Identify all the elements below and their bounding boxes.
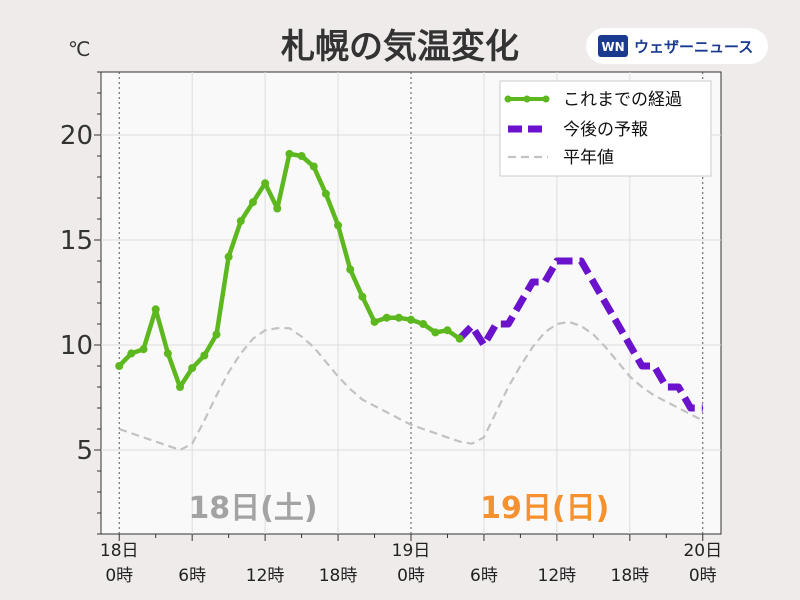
observed-point (285, 149, 294, 158)
legend-label-forecast: 今後の予報 (563, 120, 648, 140)
chart-title: 札幌の気温変化 (281, 27, 519, 67)
x-tick-label: 6時 (178, 566, 206, 586)
observed-point (188, 364, 197, 373)
legend-item-forecast: 今後の予報 (508, 120, 648, 140)
brand-logo-badge (586, 28, 768, 64)
observed-point (358, 292, 367, 301)
brand-name: ウェザーニュース (634, 38, 753, 56)
x-tick-label: 18時 (611, 566, 650, 586)
x-tick-label: 12時 (246, 566, 285, 586)
observed-point (382, 313, 391, 322)
observed-point (115, 362, 124, 370)
observed-point (200, 351, 209, 360)
observed-point (139, 345, 148, 354)
normal-line (118, 320, 704, 452)
y-tick-label: 5 (76, 436, 93, 466)
grid (101, 72, 721, 534)
day-labels: 18日(土) 19日(日) (188, 491, 609, 526)
legend-item-normal: 平年値 (508, 148, 614, 168)
observed-point (224, 252, 233, 261)
legend-item-observed: これまでの経過 (504, 90, 682, 110)
y-tick-label: 10 (60, 331, 93, 361)
observed-point (334, 221, 343, 230)
observed-point (176, 383, 185, 391)
weathernews-logo-icon: WN (598, 35, 628, 57)
observed-point (394, 313, 403, 322)
y-tick-label: 15 (60, 226, 93, 256)
x-tick-label: 18時 (319, 566, 358, 586)
x-tick-label: 0時 (397, 566, 425, 586)
unit-label: ℃ (68, 37, 90, 61)
x-tick-date: 19日 (392, 541, 431, 561)
observed-point (309, 162, 318, 171)
x-tick-label: 0時 (105, 566, 133, 586)
observed-point (370, 317, 379, 326)
observed-point (321, 189, 330, 198)
legend-label-normal: 平年値 (563, 148, 614, 168)
observed-point (127, 349, 136, 358)
observed-point (236, 217, 245, 226)
observed-point (407, 315, 415, 324)
legend-marker-observed (542, 95, 550, 103)
forecast-line (457, 257, 703, 412)
observed-point (455, 334, 464, 343)
legend-marker-observed (523, 95, 531, 103)
day-label: 18日(土) (188, 491, 317, 526)
legend-label-observed: これまでの経過 (563, 90, 682, 110)
observed-point (297, 152, 306, 160)
x-tick-date: 20日 (683, 541, 722, 561)
observed-point (151, 305, 160, 314)
legend: これまでの経過 今後の予報 平年値 (499, 80, 712, 177)
observed-point (431, 328, 440, 337)
observed-point (163, 349, 172, 358)
y-tick-label: 20 (60, 121, 93, 151)
x-tick-label: 0時 (689, 566, 717, 586)
legend-marker-observed (504, 95, 512, 103)
svg-text:WN: WN (601, 40, 624, 54)
series-layer (115, 149, 704, 452)
observed-point (346, 265, 355, 274)
axes: 5 10 15 20 18日 0時 6時 12時 18時 19日 0時 6時 12時 18時 20日 0時 (60, 71, 722, 586)
observed-point (248, 198, 257, 207)
observed-point (419, 320, 428, 328)
x-tick-label: 12時 (538, 566, 577, 586)
observed-point (212, 330, 221, 339)
day-label: 19日(日) (480, 491, 609, 526)
observed-point (443, 326, 452, 335)
brand-logo: WN ウェザーニュース (586, 28, 768, 64)
observed-point (261, 179, 270, 188)
x-tick-date: 18日 (100, 541, 139, 561)
observed-point (273, 204, 282, 213)
x-tick-label: 6時 (470, 566, 498, 586)
